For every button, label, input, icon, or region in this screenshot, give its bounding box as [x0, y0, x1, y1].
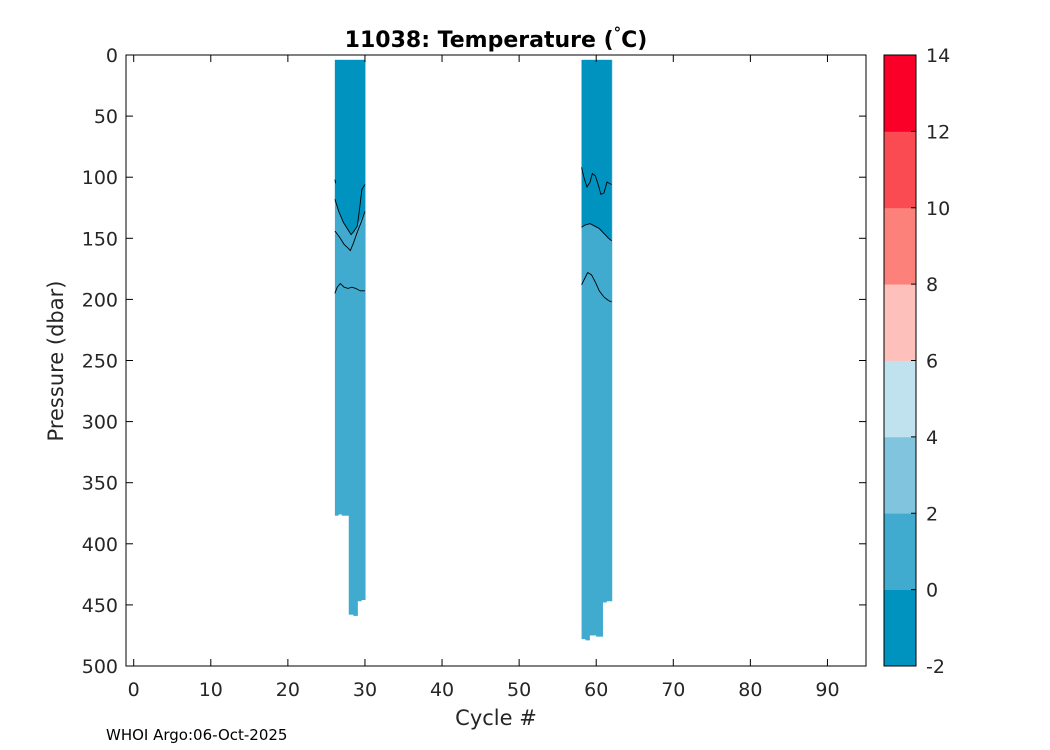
colorbar-tick-label: 12 [926, 121, 950, 143]
profile-column-segment [348, 59, 354, 615]
profile-column-segment [589, 59, 597, 636]
y-axis-label: Pressure (dbar) [44, 281, 68, 442]
x-tick-label: 40 [430, 679, 454, 701]
x-tick-label: 80 [738, 679, 762, 701]
colorbar-band [884, 284, 916, 361]
profile-column-segment [585, 59, 590, 641]
plot-area: 0 10 20 30 40 50 60 70 80 90 0 50 100 150 200 250 300 35… [82, 45, 867, 701]
y-tick-label: 250 [82, 351, 118, 373]
profile-column-segment [357, 59, 362, 602]
colorbar-tick-label: 14 [926, 45, 950, 67]
isotherm-line [581, 271, 612, 303]
cold-water-layer [581, 59, 612, 241]
x-tick-label: 60 [584, 679, 608, 701]
profile-column-segment [361, 59, 366, 601]
isotherm-line [581, 223, 612, 242]
profile-column-segment [353, 59, 358, 616]
y-axis-ticks: 0 50 100 150 200 250 300 350 400 450 500 [82, 45, 866, 678]
isotherm-line [581, 167, 612, 195]
x-tick-label: 20 [276, 679, 300, 701]
y-tick-label: 50 [94, 106, 118, 128]
colorbar-band [884, 131, 916, 209]
footer-credit: WHOI Argo:06-Oct-2025 [106, 726, 288, 744]
x-tick-label: 50 [507, 679, 531, 701]
isotherm-line [334, 184, 366, 236]
isotherm-line [334, 282, 365, 294]
chart-title: 11038: Temperature (°C) [345, 24, 648, 53]
x-tick-label: 70 [661, 679, 685, 701]
colorbar-tick-label: 8 [926, 274, 938, 296]
colorbar-tick-label: 2 [926, 503, 938, 525]
colorbar-tick-label: 6 [926, 351, 938, 373]
x-tick-label: 0 [128, 679, 140, 701]
colorbar-ticks: -2 0 2 4 6 8 10 12 14 [911, 45, 950, 678]
colorbar-band [884, 207, 916, 285]
y-tick-label: 450 [82, 595, 118, 617]
colorbar: -2 0 2 4 6 8 10 12 14 [883, 45, 950, 678]
colorbar-tick-label: -2 [926, 656, 945, 678]
y-tick-label: 500 [82, 656, 118, 678]
y-tick-label: 0 [106, 45, 118, 67]
x-tick-label: 30 [353, 679, 377, 701]
colorbar-band [884, 589, 916, 667]
colorbar-tick-label: 4 [926, 427, 938, 449]
isotherm-line [334, 211, 366, 252]
colorbar-band [884, 55, 916, 132]
y-tick-label: 400 [82, 534, 118, 556]
x-tick-label: 10 [199, 679, 223, 701]
colorbar-band [884, 360, 916, 438]
cold-water-layer [334, 59, 365, 235]
x-tick-label: 90 [815, 679, 839, 701]
y-tick-label: 200 [82, 289, 118, 311]
x-axis-label: Cycle # [455, 706, 537, 730]
profile-column-segment [581, 59, 587, 640]
colorbar-bands [884, 55, 916, 667]
profile-column-segment [606, 59, 613, 602]
plot-background [126, 55, 866, 666]
colorbar-tick-label: 0 [926, 580, 938, 602]
profile-column-segment [596, 59, 603, 637]
y-tick-label: 150 [82, 228, 118, 250]
profile-column-segment [337, 59, 343, 515]
x-axis-ticks: 0 10 20 30 40 50 60 70 80 90 [128, 55, 840, 701]
isotherm-contours [334, 167, 612, 303]
isotherm-line [334, 179, 337, 184]
colorbar-tick-label: 10 [926, 198, 950, 220]
y-tick-label: 300 [82, 412, 118, 434]
colorbar-band [884, 436, 916, 514]
y-tick-label: 350 [82, 473, 118, 495]
profile-group-cycles-58-62 [581, 59, 613, 641]
y-tick-label: 100 [82, 167, 118, 189]
colorbar-band [884, 513, 916, 591]
profile-column-segment [602, 59, 607, 603]
